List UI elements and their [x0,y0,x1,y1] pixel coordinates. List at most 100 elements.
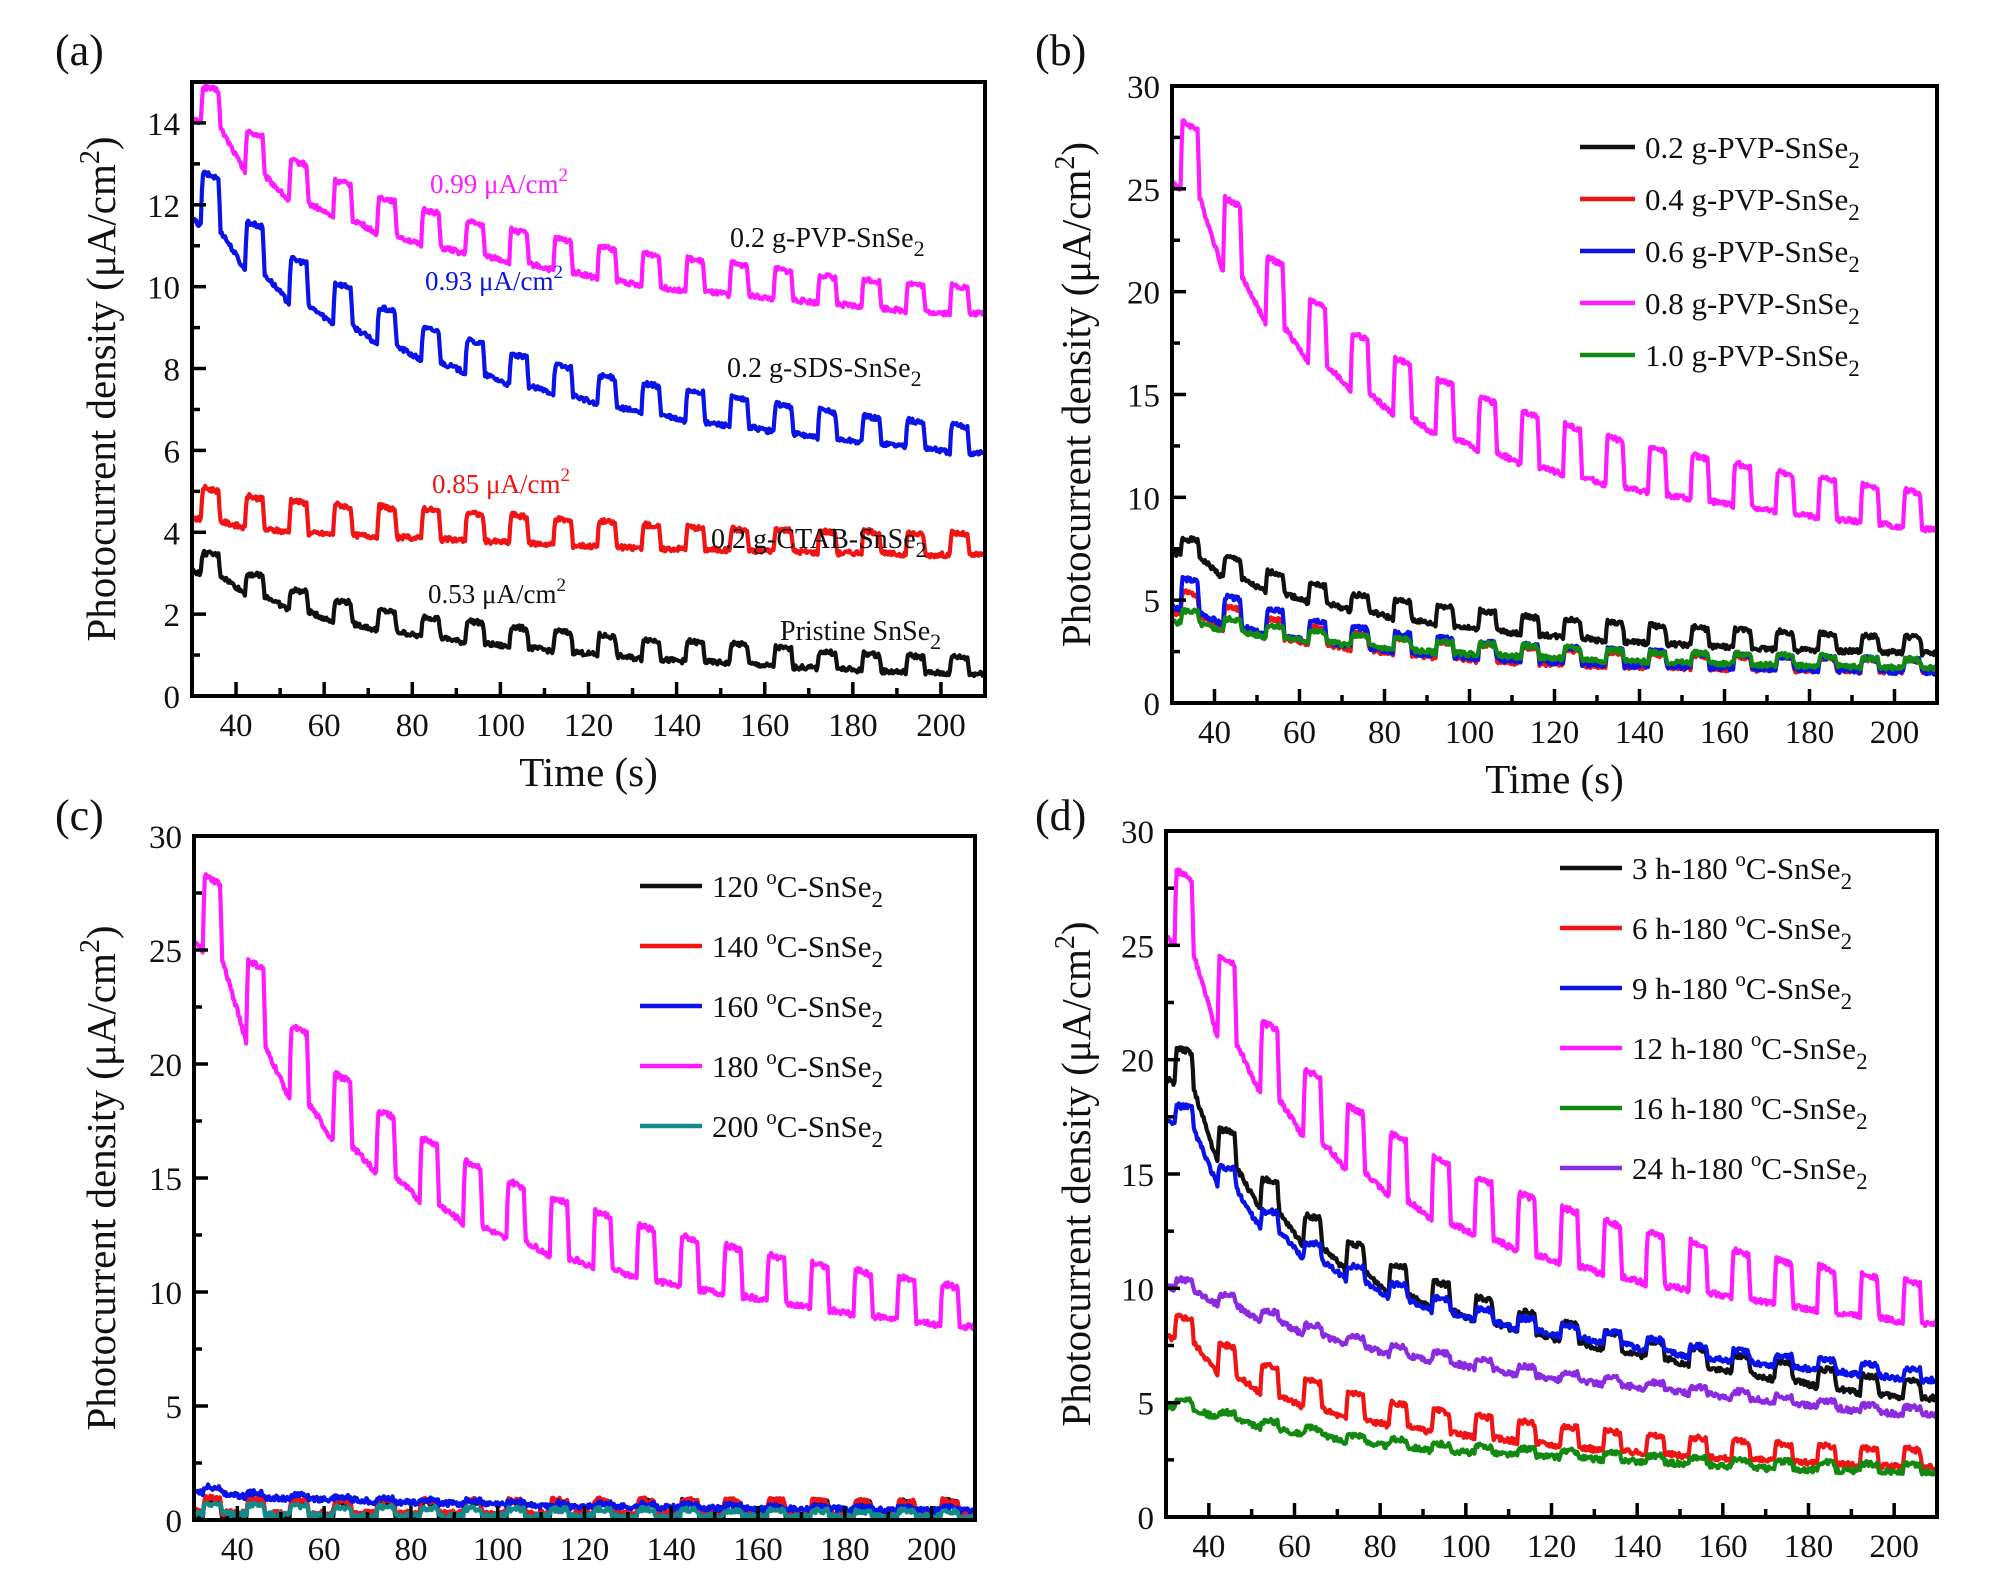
y-tick-label: 10 [1127,481,1160,517]
x-tick-label: 80 [1368,715,1401,751]
legend-label: 6 h-180 oC-SnSe2 [1632,907,1852,954]
y-tick-label: 15 [1127,379,1160,415]
legend-label-rest: C-SnSe [1761,1031,1856,1066]
x-tick-label: 200 [907,1532,957,1568]
legend-label-rest: C-SnSe [777,989,872,1024]
series-line-b-0 [1172,535,1937,658]
annotation-sup: 2 [556,575,566,596]
annotation-value: 0.53 μA/cm [428,579,556,609]
series-line-d-5 [1166,1275,1937,1419]
x-tick-label: 200 [1869,1529,1919,1565]
legend-label-degree: o [766,925,777,949]
y-tick-label: 12 [147,189,180,225]
legend-label-main: 200 [712,1109,766,1144]
legend-label-sub: 2 [1848,200,1860,225]
legend-label-sub: 2 [872,1127,884,1152]
legend-item: 140 oC-SnSe2 [640,925,883,972]
y-tick-label: 20 [149,1048,182,1084]
legend-label: 180 oC-SnSe2 [712,1045,883,1092]
legend-label-degree: o [766,1045,777,1069]
legend-label-degree: o [1735,907,1746,931]
x-tick-label: 40 [1192,1529,1225,1565]
plot-frame [190,80,987,698]
legend-label-rest: C-SnSe [1761,1151,1856,1186]
legend-item: 160 oC-SnSe2 [640,985,883,1032]
plot-frame [1170,84,1939,705]
x-tick-label: 100 [473,1532,523,1568]
series-line-d-4 [1166,1396,1937,1477]
legend-label-main: 24 h-180 [1632,1151,1751,1186]
legend: 3 h-180 oC-SnSe2 6 h-180 oC-SnSe2 9 h-180 … [1560,847,1868,1194]
legend-label-sub: 2 [1841,989,1853,1014]
x-tick-label: 180 [828,708,878,744]
y-tick-label: 20 [1127,276,1160,312]
legend-label-rest: C-SnSe [1761,1091,1856,1126]
x-tick-label: 180 [1784,1529,1834,1565]
y-tick-label: 20 [1121,1044,1154,1080]
legend-label-sub: 2 [1841,869,1853,894]
legend-label-rest: C-SnSe [777,929,872,964]
legend-label: 160 oC-SnSe2 [712,985,883,1032]
legend-label-rest: C-SnSe [1746,851,1841,886]
x-tick-label: 80 [1364,1529,1397,1565]
legend-label: 0.2 g-PVP-SnSe2 [1645,130,1860,173]
legend-label-rest: C-SnSe [777,1049,872,1084]
x-tick-label: 100 [1441,1529,1491,1565]
x-tick-label: 60 [1278,1529,1311,1565]
legend-label-rest: C-SnSe [777,1109,872,1144]
panel-label: (a) [55,26,104,75]
legend-label: 9 h-180 oC-SnSe2 [1632,967,1852,1014]
legend-label-main: 0.6 g-PVP-SnSe [1645,234,1848,269]
y-tick-label: 30 [1127,70,1160,106]
series-line-d-1 [1166,1312,1937,1472]
legend-label-main: 0.4 g-PVP-SnSe [1645,182,1848,217]
legend-item: 0.6 g-PVP-SnSe2 [1580,234,1860,277]
series-label-sub: 2 [914,236,925,261]
legend-label: 12 h-180 oC-SnSe2 [1632,1027,1868,1074]
y-axis-title: Photocurrent density (μA/cm2) [75,925,124,1430]
series-label-main: 0.2 g-SDS-SnSe [727,353,911,384]
legend-label-sub: 2 [1856,1169,1868,1194]
series-label: 0.2 g-CTAB-SnSe2 [711,524,927,562]
series-label-main: 0.2 g-CTAB-SnSe [711,524,916,555]
legend-label-main: 160 [712,989,766,1024]
y-tick-label: 15 [1121,1158,1154,1194]
legend-label-sub: 2 [872,1007,884,1032]
legend-label-main: 1.0 g-PVP-SnSe [1645,338,1848,373]
legend-item: 16 h-180 oC-SnSe2 [1560,1087,1868,1134]
annotation-photocurrent: 0.53 μA/cm2 [428,575,566,609]
plot-area [1172,118,1937,677]
x-tick-label: 80 [394,1532,427,1568]
x-tick-label: 120 [560,1532,610,1568]
legend-label-sub: 2 [872,1067,884,1092]
legend-item: 9 h-180 oC-SnSe2 [1560,967,1852,1014]
panel-label: (c) [55,791,104,840]
series-line-c-3 [194,872,975,1332]
panel-a: (a) 40 60 80 100 120 140 160 180 200 Time (s) 0 2 4 6 8… [55,26,987,795]
legend-label-degree: o [766,985,777,1009]
x-tick-label: 160 [740,708,790,744]
y-tick-label: 15 [149,1162,182,1198]
x-tick-label: 120 [564,708,614,744]
y-tick-label: 0 [1138,1501,1155,1537]
x-tick-label: 140 [652,708,702,744]
legend-label-sub: 2 [872,947,884,972]
x-tick-label: 160 [733,1532,783,1568]
legend-item: 3 h-180 oC-SnSe2 [1560,847,1852,894]
legend-label: 24 h-180 oC-SnSe2 [1632,1147,1868,1194]
annotation-sup: 2 [558,165,568,186]
series-label-main: 0.2 g-PVP-SnSe [730,223,914,254]
plot-area [192,83,985,679]
y-axis-title-sup: 2 [75,150,106,164]
annotation-value: 0.85 μA/cm [432,469,560,499]
series-line-d-3 [1166,867,1937,1329]
legend-label-main: 12 h-180 [1632,1031,1751,1066]
series-line-a-2 [192,483,985,560]
annotation-sup: 2 [553,262,563,283]
legend-label-rest: C-SnSe [777,869,872,904]
